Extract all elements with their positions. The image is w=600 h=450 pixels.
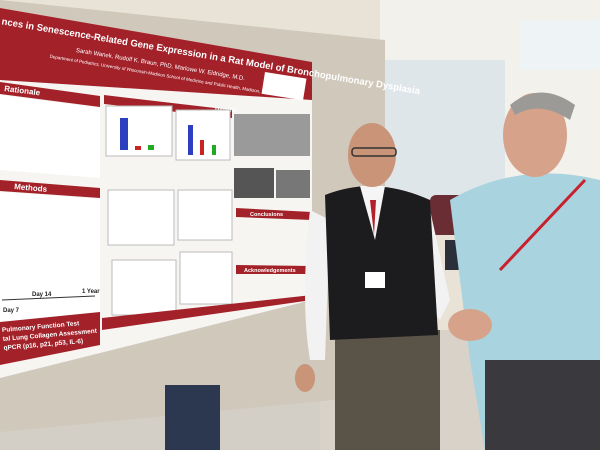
bar [212,145,216,155]
poster-footer [102,295,312,330]
bar [120,118,128,150]
micrograph [234,114,310,156]
bar [135,146,141,150]
glasses [351,147,397,157]
trousers [335,330,440,450]
micrograph [276,170,310,198]
chart-panel [177,189,233,241]
logo [261,72,307,101]
window [520,20,600,70]
tie [370,200,376,235]
poster-header [0,8,312,100]
hand [295,364,315,392]
section-bar [0,180,100,198]
text-block [0,95,100,178]
vest [325,186,438,340]
chart-panel [107,189,175,246]
bar [200,140,204,155]
section-bar [0,82,100,107]
lanyard [498,178,587,272]
face [503,93,567,177]
timeline-label: Day 14 [32,292,52,298]
timeline [1,295,96,301]
micrograph [234,168,274,198]
face [348,123,396,187]
section-bar [236,208,312,220]
timeline-label: 1 Year [82,289,100,295]
timeline-label: Day 7 [3,308,20,314]
bar [148,145,154,150]
hair [510,92,575,120]
chart-panel [179,251,233,305]
section-heading: Methods [14,182,48,194]
trousers [485,360,600,450]
chart-panel [111,259,177,316]
sleeve [305,210,330,360]
section-heading: Rationale [4,84,41,97]
person-background [165,385,220,450]
section-heading: Conclusions [250,212,283,218]
bar [188,125,193,155]
section-heading: Acknowledgements [244,268,296,274]
hands [448,309,492,341]
assessment-box [0,312,100,365]
badge [365,272,385,288]
section-bar [236,265,312,274]
